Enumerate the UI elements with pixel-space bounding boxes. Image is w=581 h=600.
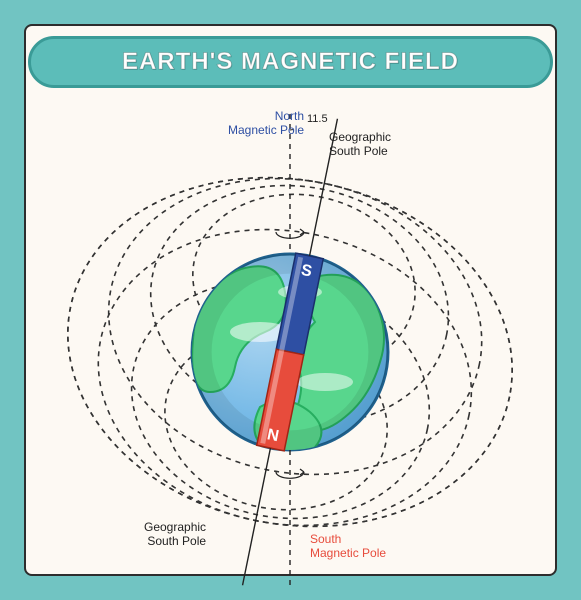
label-line2: South Pole (329, 144, 391, 158)
angle-value: 11.5 (307, 113, 328, 125)
label-line1: Geographic (144, 520, 206, 534)
north-magnetic-pole-label: North Magnetic Pole (228, 109, 304, 137)
south-magnetic-pole-label: South Magnetic Pole (310, 532, 386, 560)
label-line1: North (228, 109, 304, 123)
label-line1: South (310, 532, 386, 546)
label-line1: Geographic (329, 130, 391, 144)
label-line2: Magnetic Pole (228, 123, 304, 137)
angle-label: 11.5 (307, 112, 328, 126)
geographic-pole-bottom-label: Geographic South Pole (144, 520, 206, 548)
outer-frame: EARTH'S MAGNETIC FIELD SN North Magnetic… (0, 0, 581, 600)
geographic-pole-top-label: Geographic South Pole (329, 130, 391, 158)
label-line2: South Pole (144, 534, 206, 548)
label-line2: Magnetic Pole (310, 546, 386, 560)
diagram-svg: SN (0, 0, 581, 600)
